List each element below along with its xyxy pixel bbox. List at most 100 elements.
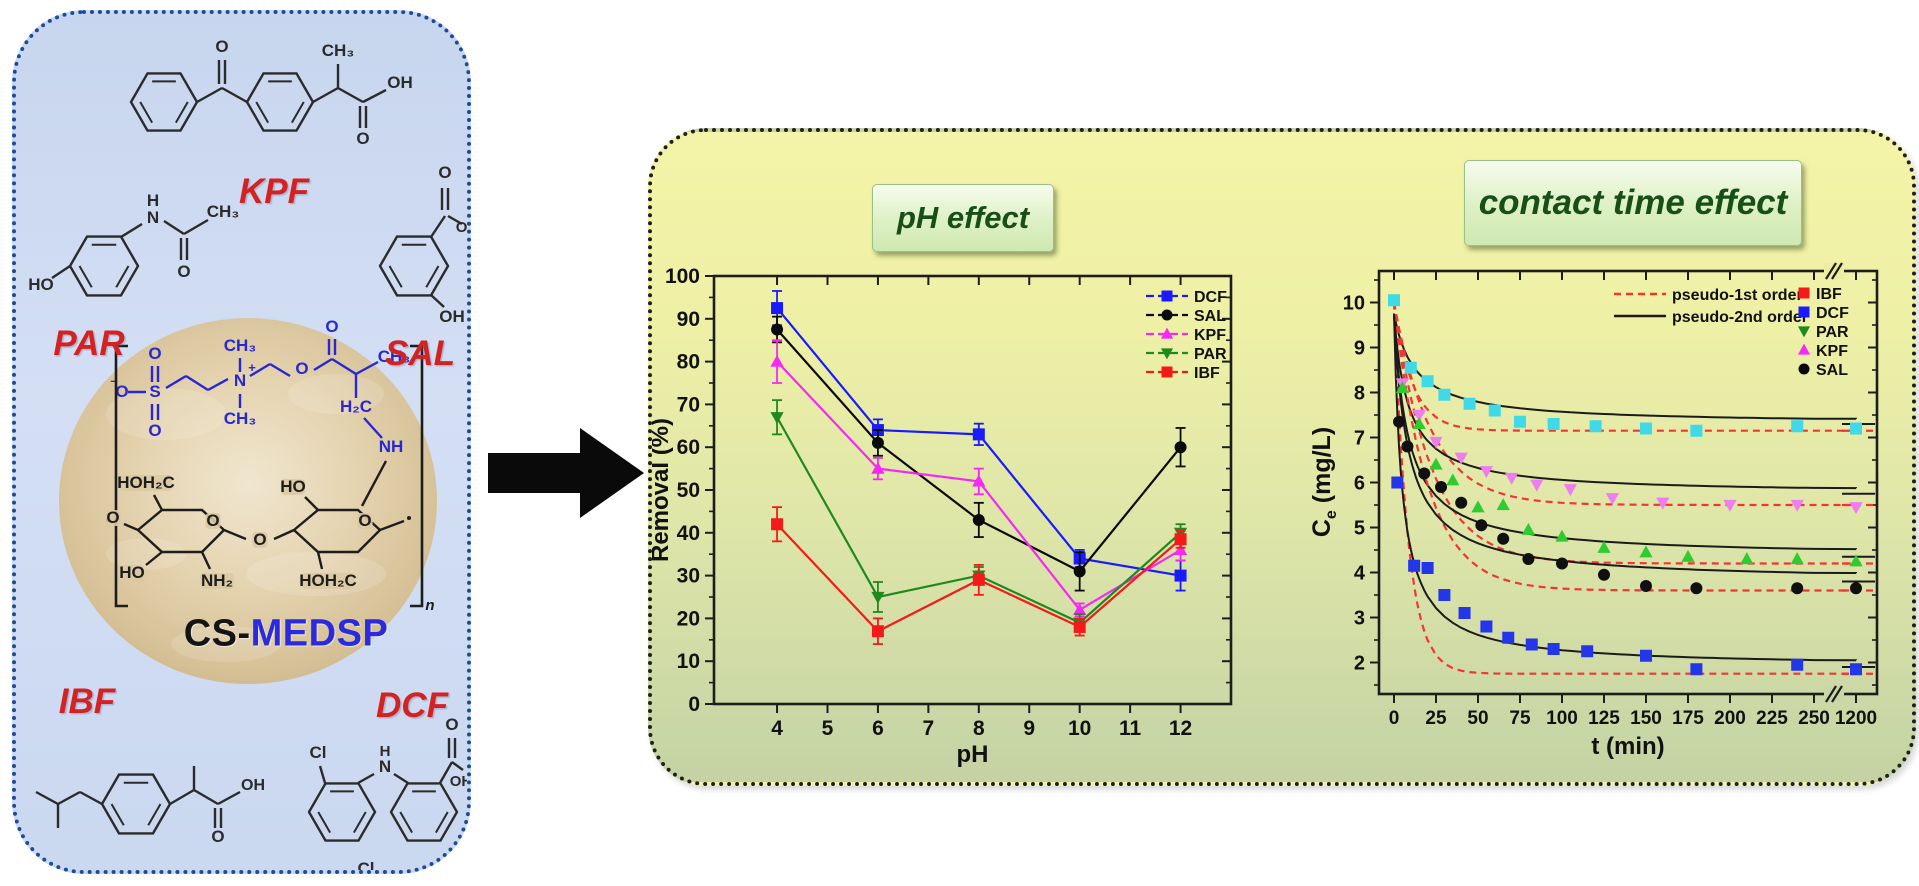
svg-text:HOH₂C: HOH₂C [117,473,175,492]
svg-text:IBF: IBF [1194,365,1220,382]
svg-text:HO: HO [28,275,54,294]
contact-fits-KPF [1392,302,1875,565]
svg-text:4: 4 [771,717,783,740]
svg-text:IBF: IBF [1816,286,1842,303]
svg-text:10: 10 [1343,293,1365,315]
contact-series-KPF [1395,381,1863,567]
svg-text:O: O [325,317,338,336]
cs-medsp-photo [59,318,437,684]
svg-text:N: N [379,757,391,776]
svg-text:CH₃: CH₃ [207,202,239,221]
svg-text:HO: HO [280,477,306,496]
svg-text:30: 30 [677,565,700,588]
svg-text:O: O [148,421,161,440]
ph-chart: 4 5 6 7 8 9 10 11 12 0 10 20 30 40 50 60 70 80 90 100 Remova… [652,265,1233,768]
sal-label: SAL [385,334,455,373]
svg-text:4: 4 [1354,563,1366,585]
svg-text:KPF: KPF [1816,343,1848,360]
svg-text:75: 75 [1509,708,1531,729]
svg-text:O: O [358,511,371,530]
svg-text:+: + [248,360,256,375]
cs-label-blue: MEDSP [250,612,389,655]
contact-legend-item-IBF: IBF [1798,286,1842,303]
contact-legend-item-SAL: SAL [1798,362,1848,379]
svg-text:7: 7 [923,717,935,740]
svg-text:0: 0 [688,693,700,716]
svg-text:O: O [215,37,228,56]
contact-axes: 0 25 50 75 100 125 150 175 200 225 250 1200 2 3 4 5 6 7 8 9… [1343,262,1877,729]
svg-text:125: 125 [1588,708,1620,729]
svg-text:40: 40 [677,522,700,545]
results-panel: 4 5 6 7 8 9 10 11 12 0 10 20 30 40 50 60 70 80 90 100 Remova… [648,128,1916,786]
svg-text:pH: pH [957,741,989,768]
svg-text:8: 8 [1354,383,1365,405]
svg-text:10: 10 [1068,717,1091,740]
contact-series-DCF [1391,476,1862,676]
svg-text:CH₃: CH₃ [322,41,354,60]
par-label: PAR [53,324,125,363]
ph-series-SAL [771,315,1187,592]
kpf-structure: O CH₃ O OH [129,37,413,148]
contact-legend: pseudo-1st order pseudo-2nd order IBF DCF PA… [1614,286,1849,379]
cs-label-black: CS- [183,612,251,655]
ph-legend-item-DCF: DCF [1146,289,1227,306]
molecule-structures: OCH₃OOHHNOCH₃HOOOHOHOOHClHNClOOH–OSOOCH₃… [28,37,467,870]
svg-text:SAL: SAL [1194,308,1226,325]
svg-text:NH₂: NH₂ [201,571,233,590]
svg-text:H₂C: H₂C [340,397,372,416]
svg-text:PAR: PAR [1816,324,1849,341]
svg-text:O: O [115,382,128,401]
ibf-label: IBF [58,682,116,721]
svg-text:5: 5 [1354,518,1365,540]
contact-legend-item-KPF: KPF [1797,343,1848,360]
svg-text:N: N [234,371,246,390]
ph-legend: DCF SAL KPF PAR IBF [1146,289,1227,382]
svg-text:O: O [438,163,451,182]
svg-text:HO: HO [119,563,145,582]
ph-axes: 4 5 6 7 8 9 10 11 12 0 10 20 30 40 50 60 70 80 90 100 [665,265,1231,740]
svg-text:225: 225 [1756,708,1788,729]
svg-text:6: 6 [872,717,884,740]
svg-text:O: O [177,262,190,281]
svg-text:SAL: SAL [1816,362,1848,379]
cs-medsp-label: CS-MEDSP [184,613,389,656]
svg-text:11: 11 [1119,717,1142,740]
svg-text:Cl: Cl [310,743,327,762]
ph-effect-title: pH effect [872,184,1054,252]
svg-text:OH: OH [450,773,467,790]
svg-text:12: 12 [1169,717,1192,740]
svg-text:200: 200 [1714,708,1746,729]
svg-text:HOH₂C: HOH₂C [299,571,357,590]
contact-legend-item-DCF: DCF [1798,305,1849,322]
ph-legend-item-SAL: SAL [1146,308,1226,325]
sal-structure: O OH OH [378,163,467,326]
par-structure: HN O CH₃ HO [28,191,239,297]
svg-text:–: – [110,373,117,388]
svg-text:3: 3 [1354,608,1365,630]
svg-text:O: O [295,359,308,378]
svg-text:6: 6 [1354,473,1365,495]
svg-text:O: O [106,508,119,527]
svg-text:10: 10 [677,650,700,673]
transform-arrow-icon [488,428,644,518]
ph-legend-item-PAR: PAR [1146,346,1227,363]
svg-text:CH₃: CH₃ [224,409,256,428]
svg-text:Ce (mg/L): Ce (mg/L) [1308,427,1340,537]
svg-text:CH₃: CH₃ [224,336,256,355]
ibf-structure: O OH [35,766,265,846]
contact-legend-item-PAR: PAR [1797,324,1849,341]
svg-text:OH: OH [241,777,265,794]
svg-text:O: O [356,129,369,148]
svg-text:150: 150 [1630,708,1662,729]
svg-text:O: O [445,715,458,734]
svg-text:O: O [206,511,219,530]
svg-text:80: 80 [677,351,700,374]
contact-series-PAR [1395,378,1863,515]
svg-text:70: 70 [677,393,700,416]
svg-text:9: 9 [1023,717,1035,740]
svg-text:CH₃: CH₃ [378,347,410,366]
svg-text:O: O [211,827,224,846]
ph-series-IBF [771,506,1187,645]
svg-text:0: 0 [1389,708,1400,729]
